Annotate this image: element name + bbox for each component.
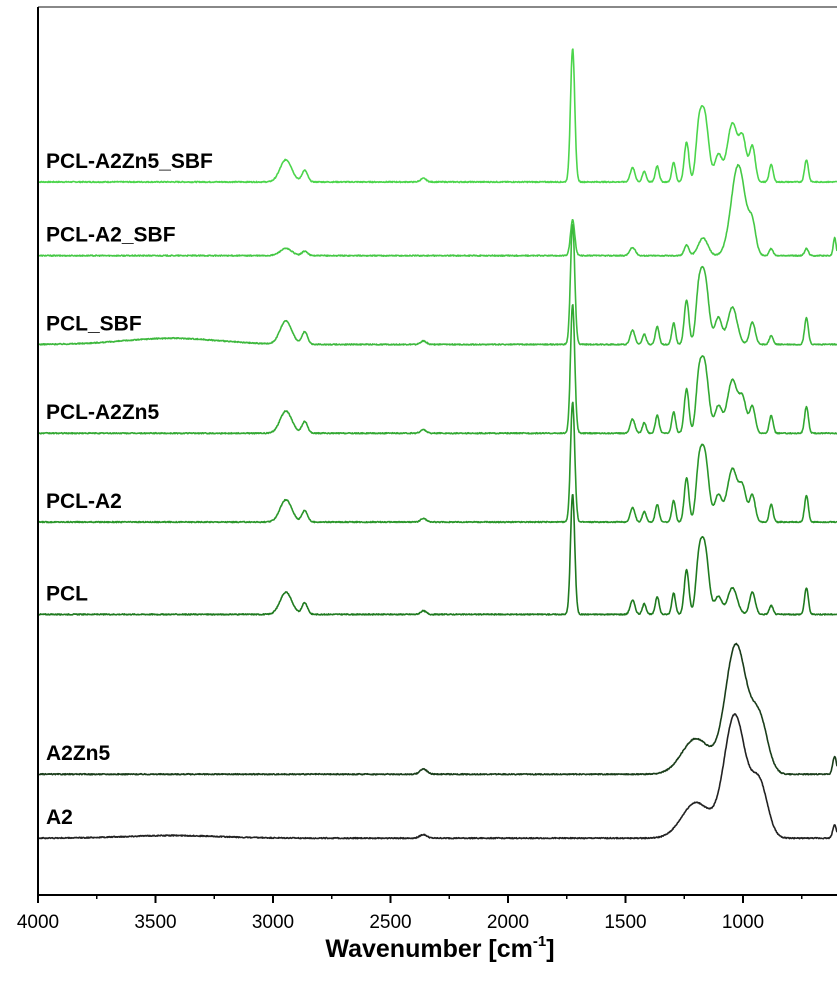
- x-tick-group: 4000 3500 3000 2500 2000 1500 1000: [17, 895, 803, 933]
- x-tick-label-1000: 1000: [722, 912, 764, 933]
- series-label-pcl-a2zn5: PCL-A2Zn5: [46, 401, 159, 424]
- x-axis-title: Wavenumber [cm-1]: [325, 933, 554, 963]
- series-label-group: PCL-A2Zn5_SBF PCL-A2_SBF PCL_SBF PCL-A2Zn5 P…: [46, 150, 213, 829]
- series-line-pcl-a2-sbf: [37, 163, 837, 258]
- x-tick-label-2000: 2000: [487, 912, 529, 933]
- series-line-pcl-a2: [37, 401, 837, 524]
- trace-group: [37, 48, 837, 840]
- series-line-a2zn5: [37, 642, 837, 776]
- x-tick-label-2500: 2500: [369, 912, 411, 933]
- series-line-a2: [37, 713, 837, 840]
- series-label-pcl: PCL: [46, 582, 88, 605]
- series-label-a2: A2: [46, 806, 73, 829]
- x-tick-label-3000: 3000: [252, 912, 294, 933]
- x-tick-label-4000: 4000: [17, 912, 59, 933]
- series-line-pcl-a2zn5-sbf: [37, 48, 837, 184]
- series-line-pcl-a2zn5: [37, 303, 837, 435]
- series-line-pcl: [37, 493, 837, 616]
- x-tick-label-1500: 1500: [604, 912, 646, 933]
- series-label-pcl-a2: PCL-A2: [46, 490, 122, 513]
- x-tick-label-3500: 3500: [134, 912, 176, 933]
- series-label-pcl-a2zn5-sbf: PCL-A2Zn5_SBF: [46, 150, 213, 173]
- series-label-a2zn5: A2Zn5: [46, 742, 111, 765]
- series-label-pcl-sbf: PCL_SBF: [46, 312, 142, 335]
- series-label-pcl-a2-sbf: PCL-A2_SBF: [46, 224, 176, 247]
- series-line-pcl-sbf: [37, 224, 837, 346]
